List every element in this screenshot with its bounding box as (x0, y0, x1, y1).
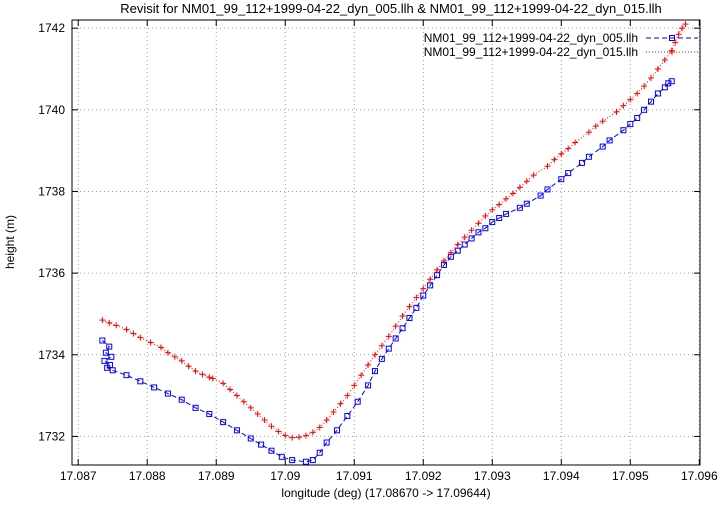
x-tick-label: 17.091 (336, 469, 373, 483)
y-tick-label: 1738 (38, 184, 65, 198)
y-axis-label: height (m) (3, 215, 17, 269)
y-tick-label: 1734 (38, 348, 65, 362)
chart-title: Revisit for NM01_99_112+1999-04-22_dyn_0… (120, 1, 662, 16)
y-tick-label: 1742 (38, 21, 65, 35)
x-tick-labels: 17.087 17.088 17.089 17.09 17.091 17.092 17.09… (60, 469, 718, 483)
axis-ticks (72, 20, 700, 465)
x-tick-label: 17.087 (60, 469, 97, 483)
series-markers-0 (99, 78, 675, 465)
series-0 (99, 78, 675, 465)
legend-label-1: NM01_99_112+1999-04-22_dyn_015.llh (424, 45, 638, 59)
x-tick-label: 17.088 (129, 469, 166, 483)
y-tick-labels: 1732 1734 1736 1738 1740 1742 (38, 21, 65, 443)
legend-sample-1 (646, 49, 698, 55)
series-line-1 (102, 23, 686, 439)
x-tick-label: 17.089 (198, 469, 235, 483)
x-tick-label: 17.092 (405, 469, 442, 483)
legend: NM01_99_112+1999-04-22_dyn_005.llh NM01_… (424, 31, 638, 59)
x-tick-label: 17.09 (270, 469, 300, 483)
x-tick-label: 17.093 (474, 469, 511, 483)
plot-dynamic-layer: 17.087 17.088 17.089 17.09 17.091 17.092 17.09… (38, 19, 718, 483)
x-tick-label: 17.096 (681, 469, 718, 483)
y-tick-label: 1736 (38, 266, 65, 280)
gridlines (72, 20, 700, 465)
x-tick-label: 17.095 (612, 469, 649, 483)
legend-label-0: NM01_99_112+1999-04-22_dyn_005.llh (424, 31, 638, 45)
y-tick-label: 1732 (38, 429, 65, 443)
series-line-0 (102, 80, 672, 463)
series-markers-1 (99, 21, 689, 441)
x-tick-label: 17.094 (543, 469, 580, 483)
plot-border (71, 19, 701, 466)
y-tick-label: 1740 (38, 103, 65, 117)
series-1 (99, 21, 689, 441)
legend-sample-0 (646, 35, 698, 41)
x-axis-label: longitude (deg) (17.08670 -> 17.09644) (281, 486, 490, 500)
